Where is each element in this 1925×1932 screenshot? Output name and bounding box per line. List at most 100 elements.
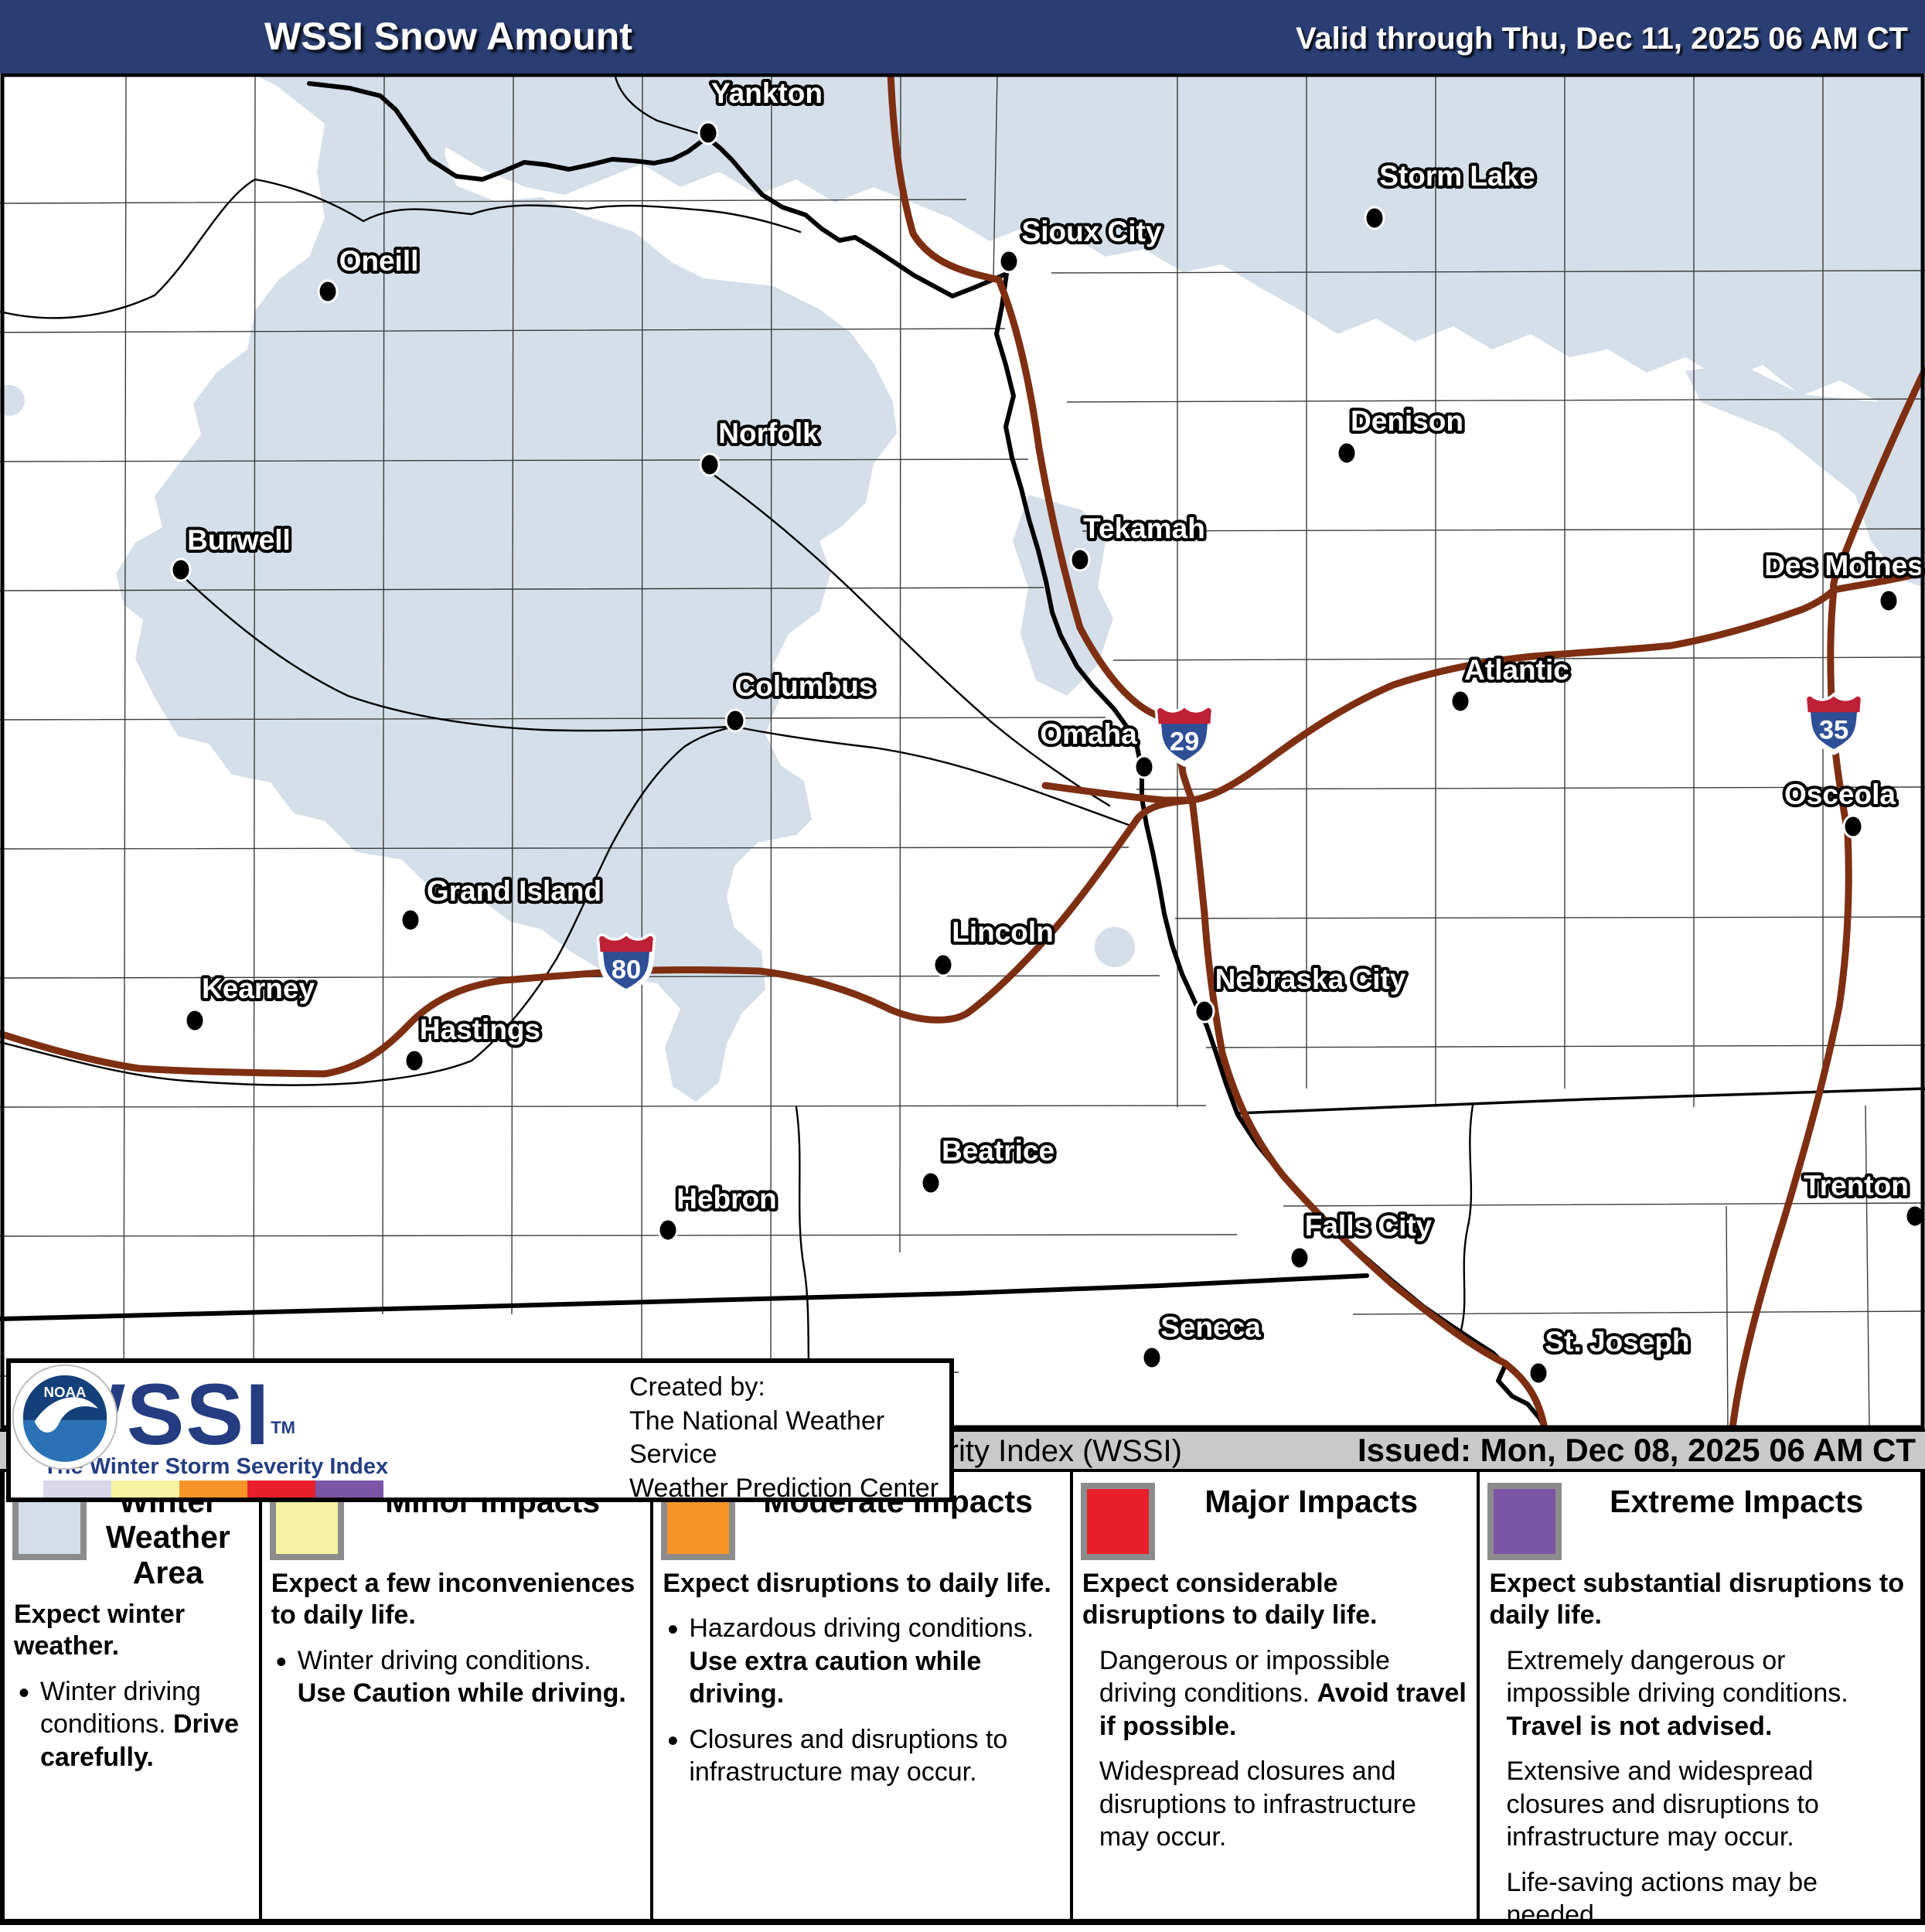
city-dot — [1141, 1345, 1163, 1370]
city-label: Nebraska City — [1215, 963, 1406, 995]
legend-item: Widespread closures and disruptions to i… — [1099, 1757, 1416, 1852]
county-lines — [0, 73, 1925, 1429]
legend-item: Winter driving conditions. Use Caution w… — [274, 1643, 642, 1710]
legend-lead-text: Expect substantial disruptions to daily … — [1489, 1569, 1904, 1630]
city-dot — [400, 908, 421, 932]
legend-title: Major Impacts — [1204, 1484, 1419, 1519]
city-label: Lincoln — [952, 916, 1054, 948]
city-dot — [1289, 1245, 1310, 1270]
interstate-80-shield: 80 — [596, 932, 656, 995]
elkhorn-river — [710, 472, 1111, 807]
city-label: Yankton — [711, 77, 823, 109]
wssi-color-strip — [43, 1481, 383, 1498]
james-river — [613, 73, 708, 138]
city-dot — [1133, 755, 1155, 779]
city-label: Beatrice — [942, 1135, 1054, 1167]
south-dakota-border — [307, 81, 1009, 298]
wssi-credit-box: WSSITM The Winter Storm Severity Index N… — [6, 1358, 954, 1505]
city-dot — [697, 121, 719, 145]
kansas-border — [0, 1273, 1369, 1321]
interstate-29-shield: 29 — [1154, 704, 1215, 767]
legend-swatch-extreme-impacts — [1487, 1483, 1562, 1560]
city-dot — [1528, 1361, 1549, 1385]
interstate-80 — [0, 568, 1925, 1078]
city-dot — [998, 249, 1020, 274]
legend-column-major-impacts: Major Impacts Expect considerable disrupt… — [1073, 1472, 1480, 1919]
city-label: Osceola — [1784, 779, 1896, 810]
city-label: Kearney — [202, 973, 315, 1004]
header-bar: WSSI Snow Amount Valid through Thu, Dec … — [0, 0, 1925, 73]
map-area: 29 80 35 Yankton Storm Lake Sioux City Oneill… — [0, 73, 1925, 1503]
city-dot — [657, 1218, 679, 1242]
city-label: Grand Island — [427, 875, 601, 907]
missouri-river-border — [994, 271, 1548, 1429]
wssi-strip-swatch — [247, 1481, 315, 1498]
city-label: Storm Lake — [1379, 160, 1535, 192]
wssi-strip-swatch — [179, 1481, 247, 1498]
issued-text: Issued: Mon, Dec 08, 2025 06 AM CT — [1357, 1432, 1916, 1468]
legend-lead-text: Expect a few inconveniences to daily lif… — [271, 1569, 635, 1630]
org-line-2: Weather Prediction Center — [629, 1473, 939, 1503]
nodaway-river — [1460, 1104, 1474, 1331]
rivers — [0, 73, 1474, 1429]
wssi-tagline: The Winter Storm Severity Index — [43, 1454, 389, 1479]
legend-lead-text: Expect considerable disruptions to daily… — [1082, 1569, 1378, 1630]
shield-number: 29 — [1170, 727, 1199, 757]
city-dot — [1842, 814, 1864, 839]
city-label: Hastings — [420, 1014, 540, 1045]
legend-item: Closures and disruptions to infrastructu… — [666, 1722, 1061, 1789]
city-label: St. Joseph — [1545, 1326, 1689, 1358]
state-borders — [0, 81, 1925, 1429]
city-dot — [1450, 689, 1471, 714]
city-dot — [920, 1170, 942, 1195]
wssi-map: 29 80 35 Yankton Storm Lake Sioux City Oneill… — [0, 73, 1925, 1429]
map-frame — [0, 73, 1925, 1429]
wwa-right-lobe — [1685, 340, 1925, 588]
city-dot — [170, 557, 192, 582]
valid-through-text: Valid through Thu, Dec 11, 2025 06 AM CT — [1295, 22, 1908, 56]
city-label: Seneca — [1160, 1311, 1261, 1343]
org-line-1: The National Weather Service — [629, 1406, 885, 1470]
city-dot — [184, 1008, 206, 1033]
interstate-35-shield: 35 — [1804, 692, 1864, 755]
city-dot — [699, 452, 721, 477]
city-dot — [724, 708, 746, 733]
shield-number: 80 — [612, 956, 641, 985]
city-dot — [317, 279, 339, 304]
legend-item: Extremely dangerous or impossible drivin… — [1506, 1645, 1848, 1741]
legend-column-extreme-impacts: Extreme Impacts Expect substantial disrup… — [1480, 1472, 1920, 1930]
legend-item: Extensive and widespread closures and di… — [1506, 1757, 1819, 1852]
legend-lead-text: Expect disruptions to daily life. — [663, 1569, 1051, 1598]
city-label: Trenton — [1804, 1170, 1909, 1201]
city-label: Des Moines — [1764, 550, 1923, 581]
city-dot — [404, 1048, 425, 1073]
created-by-line: Created by: — [629, 1372, 765, 1402]
niobrara-river — [0, 178, 802, 319]
cities-layer: Yankton Storm Lake Sioux City Oneill Norfolk… — [170, 74, 1925, 1385]
city-label: Sioux City — [1022, 216, 1162, 247]
city-label: Norfolk — [718, 417, 819, 449]
wssi-strip-swatch — [43, 1481, 111, 1498]
iowa-missouri-border — [1235, 1087, 1925, 1115]
credit-text: Created by: The National Weather Service… — [629, 1371, 949, 1505]
city-label: Denison — [1351, 405, 1463, 437]
city-label: Atlantic — [1464, 654, 1569, 686]
legend-swatch-major-impacts — [1080, 1483, 1155, 1560]
city-dot — [932, 952, 954, 977]
noaa-logo-icon: NOAA — [12, 1364, 118, 1470]
city-label: Oneill — [339, 245, 419, 277]
city-dot — [1069, 547, 1091, 572]
platte-river-east — [734, 725, 1136, 829]
legend-lead-text: Expect winter weather. — [14, 1599, 186, 1661]
city-label: Falls City — [1305, 1210, 1433, 1242]
city-dot — [1194, 999, 1215, 1024]
city-label: Columbus — [735, 670, 875, 702]
trademark-symbol: TM — [271, 1418, 295, 1437]
shield-number: 35 — [1819, 716, 1848, 745]
page-title: WSSI Snow Amount — [264, 15, 632, 58]
interstate-80-omaha-spur — [1041, 782, 1196, 804]
